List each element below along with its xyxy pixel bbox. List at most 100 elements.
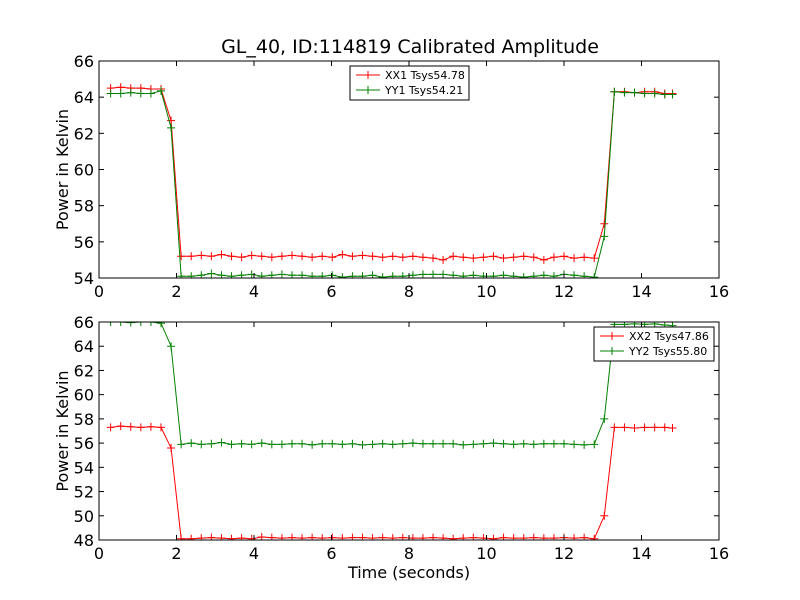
data-point (429, 270, 438, 278)
legend-label: XX2 Tsys47.86 (629, 330, 709, 343)
data-point (187, 252, 196, 261)
data-point (277, 534, 286, 540)
y-tick-label: 50 (74, 507, 94, 526)
data-point (590, 273, 599, 278)
data-point (439, 270, 448, 278)
y-tick-label: 64 (74, 88, 94, 107)
data-point (338, 273, 347, 278)
data-point (146, 89, 155, 98)
data-point (308, 253, 317, 262)
data-point (519, 534, 528, 540)
x-tick-label: 10 (476, 282, 496, 301)
data-point (197, 534, 206, 540)
data-point (126, 422, 135, 431)
top-plot: 0 2 4 6 8 10 12 14 16 54 56 58 60 62 64 66 Power in Kelv… (53, 52, 729, 301)
data-point (469, 440, 478, 449)
data-point (287, 439, 296, 448)
data-point (459, 253, 468, 262)
data-point (590, 440, 599, 449)
data-point (126, 88, 135, 97)
data-point (348, 533, 357, 540)
y-tick-label: 60 (74, 386, 94, 405)
data-point (459, 440, 468, 449)
y-tick-label: 66 (74, 313, 94, 332)
data-point (529, 533, 538, 540)
legend-label: XX1 Tsys54.78 (385, 69, 465, 82)
data-point (539, 439, 548, 448)
data-point (660, 90, 669, 99)
data-point (418, 534, 427, 540)
legend-swatch (600, 347, 624, 355)
data-point (197, 251, 206, 260)
data-point (529, 272, 538, 278)
data-point (237, 253, 246, 262)
data-point (257, 439, 266, 448)
data-point (418, 270, 427, 278)
y-tick-label: 64 (74, 337, 94, 356)
x-tick-label: 12 (554, 544, 574, 563)
data-point (197, 440, 206, 449)
data-point (267, 440, 276, 449)
data-point (549, 272, 558, 278)
data-point (167, 123, 176, 132)
data-point (287, 533, 296, 540)
data-point (519, 439, 528, 448)
data-point (529, 440, 538, 449)
y-tick-label: 52 (74, 483, 94, 502)
x-tick-label: 4 (249, 544, 259, 563)
data-point (398, 533, 407, 540)
x-tick-label: 2 (171, 544, 181, 563)
data-point (348, 272, 357, 278)
data-point (668, 90, 677, 99)
data-point (549, 439, 558, 448)
data-point (187, 439, 196, 448)
data-point (560, 252, 568, 261)
data-point (328, 253, 337, 262)
data-point (408, 534, 417, 540)
data-point (388, 440, 397, 449)
data-point (630, 423, 639, 432)
data-point (489, 439, 498, 448)
data-point (257, 252, 266, 261)
data-point (580, 440, 589, 449)
data-point (157, 423, 165, 432)
x-tick-label: 6 (326, 282, 336, 301)
data-point (247, 251, 256, 260)
data-point (610, 87, 619, 96)
data-point (136, 89, 145, 98)
data-point (318, 272, 327, 278)
data-point (167, 342, 176, 351)
x-tick-label: 6 (326, 544, 336, 563)
data-point (439, 534, 448, 540)
data-point (106, 322, 115, 326)
data-point (298, 534, 307, 540)
data-point (549, 534, 558, 540)
data-point (479, 253, 488, 262)
data-point (358, 272, 367, 278)
data-point (388, 534, 397, 540)
legend: XX1 Tsys54.78 YY1 Tsys54.21 (349, 65, 470, 101)
data-point (539, 255, 548, 264)
data-point (509, 534, 518, 540)
data-point (207, 439, 216, 448)
chart-title: GL_40, ID:114819 Calibrated Amplitude (221, 36, 599, 58)
data-point (277, 270, 286, 278)
data-point (469, 533, 478, 540)
data-point (378, 253, 387, 262)
x-tick-label: 0 (94, 544, 104, 563)
data-point (338, 534, 347, 540)
data-point (348, 252, 357, 261)
legend-swatch (600, 332, 624, 340)
data-point (177, 440, 186, 449)
data-point (287, 251, 296, 260)
y-tick-label: 56 (74, 434, 94, 453)
data-point (600, 219, 609, 228)
data-point (146, 322, 155, 326)
data-point (318, 252, 327, 261)
data-point (247, 440, 256, 449)
data-point (469, 254, 478, 263)
y-tick-label: 62 (74, 361, 94, 380)
data-point (167, 116, 176, 125)
legend-label: YY1 Tsys54.21 (384, 84, 463, 97)
